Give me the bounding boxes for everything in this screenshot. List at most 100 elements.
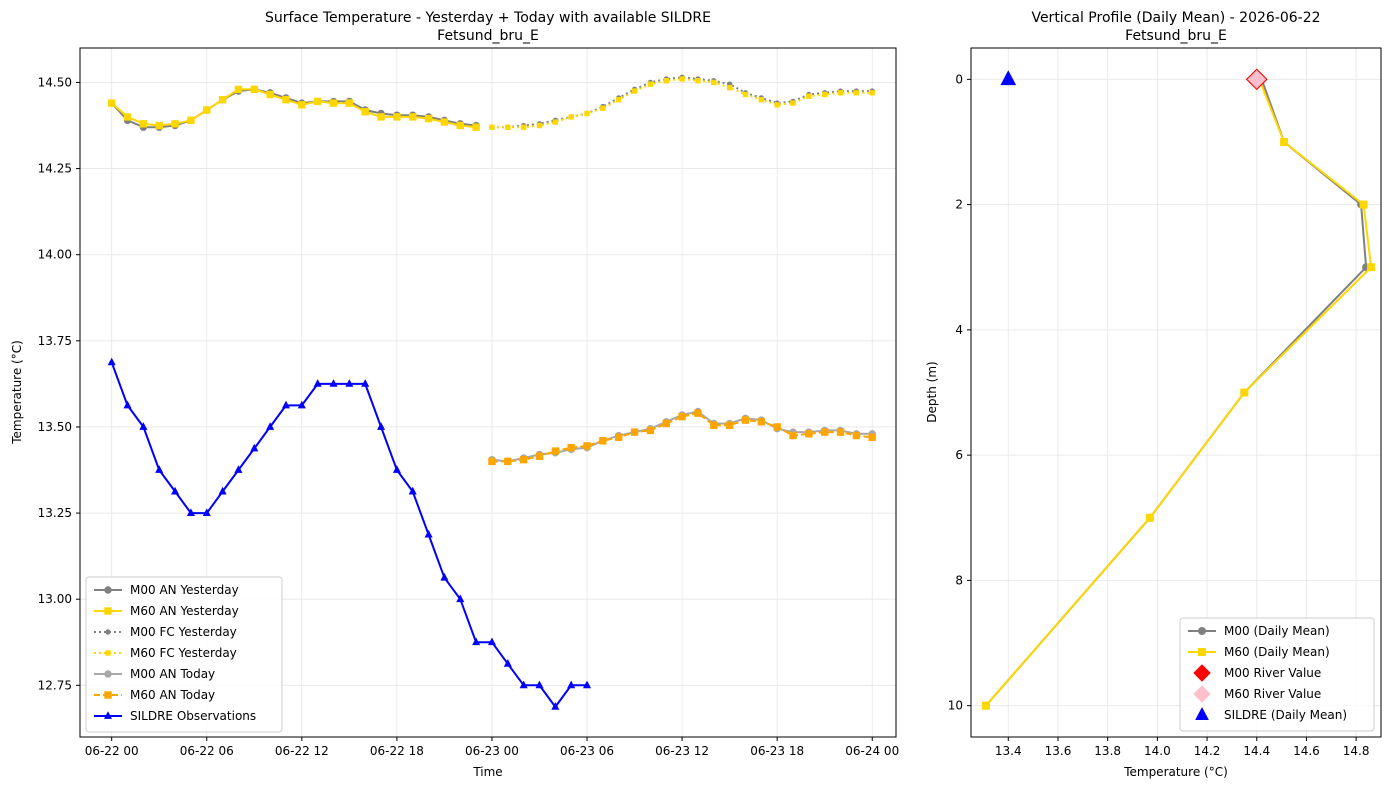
m60-fc-yesterday-series [489,76,875,130]
sildre-observations-point [313,379,322,387]
m00-an-yesterday-series [107,85,480,131]
m60-an-today-point [820,428,829,436]
sildre-daily-mean-series [1000,70,1017,86]
m60-fc-yesterday-point [631,88,638,94]
m60-an-yesterday-point [393,113,401,121]
right-y-tick-label: 0 [955,72,963,86]
m60-fc-yesterday-point [821,91,828,98]
right-chart-title: Vertical Profile (Daily Mean) - 2026-06-… [1031,10,1320,26]
m60-fc-yesterday-point [616,96,622,103]
m60-an-today-point [773,423,781,431]
sildre-observations-point [297,400,306,409]
m60-an-today-point [836,428,845,436]
sildre-observations-point [472,637,481,646]
left-y-tick-label: 13.00 [38,592,72,606]
m60-an-yesterday-point [250,85,258,94]
left-x-tick-label: 06-23 12 [655,744,709,758]
left-legend-swatch-marker [104,691,112,699]
sildre-observations-point [519,680,528,689]
sildre-observations-point [551,702,560,710]
m60-an-today-point [488,457,496,466]
m60-daily-mean-point [1145,513,1154,522]
right-y-tick-label: 10 [948,699,963,713]
right-legend-box [1179,617,1375,732]
left-legend-swatch-marker [104,670,112,678]
m60-an-yesterday-point [282,95,290,104]
m60-an-today-point [504,457,512,466]
sildre-observations-point [155,465,164,473]
right-legend-label: M60 (Daily Mean) [1224,645,1330,659]
right-chart-x-axis-label: Temperature (°C) [1123,765,1228,779]
left-x-tick-label: 06-23 00 [465,744,519,758]
m60-an-yesterday-point [107,99,116,107]
left-legend-label: M00 AN Today [130,667,215,681]
m60-fc-yesterday-point [489,124,495,130]
m60-an-today-point [519,455,528,464]
left-x-tick-label: 06-23 06 [560,744,614,758]
right-x-tick-label: 13.4 [995,744,1022,758]
right-legend-label: M00 (Daily Mean) [1224,624,1330,638]
left-y-tick-label: 13.25 [38,506,72,520]
left-x-tick-label: 06-23 18 [750,744,804,758]
right-chart-y-axis-label: Depth (m) [925,361,939,422]
m60-an-today-point [852,431,861,440]
left-legend-swatch-marker [105,629,111,635]
m60-fc-yesterday-point [695,78,701,84]
sildre-observations-series [107,357,592,710]
m60-daily-mean-point [1240,388,1249,397]
m60-an-yesterday-point [218,95,227,104]
sildre-observations-point [377,422,386,430]
m60-an-today-point [615,433,623,441]
left-y-tick-label: 13.50 [38,420,72,434]
m60-fc-yesterday-point [806,93,812,99]
m60-an-yesterday-point [155,121,163,130]
left-x-tick-label: 06-24 00 [845,744,899,758]
m60-an-today-point [757,418,766,426]
left-legend-swatch-marker [104,607,112,615]
m60-fc-yesterday-point [600,105,606,111]
left-legend-swatch-marker [105,650,111,656]
surface-temperature-chart: Surface Temperature - Yesterday + Today … [10,10,899,779]
m60-an-today-point [583,442,591,450]
sildre-observations-point [234,465,243,473]
sildre-observations-point [186,508,195,516]
right-chart-series [981,68,1376,710]
m60-an-yesterday-point [171,120,179,128]
right-x-tick-label: 14.0 [1144,744,1171,758]
left-chart-series [107,74,876,710]
m00-daily-mean-line [985,78,1368,707]
m60-an-today-point [662,419,670,428]
left-x-tick-label: 06-22 18 [370,744,424,758]
left-legend-label: M60 AN Yesterday [130,604,239,618]
right-legend-swatch-marker [1198,648,1206,656]
left-legend-label: M60 AN Today [130,688,215,702]
m60-an-yesterday-point [329,99,338,107]
right-legend-swatch-marker [1195,707,1209,720]
m60-an-yesterday-series [107,85,480,131]
m60-an-yesterday-point [409,113,417,121]
m60-an-yesterday-point [234,85,243,94]
m60-river-value-overlay-point [1246,68,1268,91]
left-legend-label: SILDRE Observations [130,709,256,723]
left-chart-y-ticks: 12.75 13.00 13.25 13.50 13.75 14.00 14.25 14.50 [38,75,80,692]
vertical-profile-chart: Vertical Profile (Daily Mean) - 2026-06-… [925,10,1382,779]
sildre-observations-point [392,465,401,473]
right-chart-x-ticks: 13.4 13.6 13.8 14.0 14.2 14.4 14.6 14.8 [995,737,1370,758]
m60-fc-yesterday-point [584,110,590,117]
left-x-tick-label: 06-22 12 [275,744,329,758]
left-legend-swatch-marker [103,711,113,719]
sildre-observations-point [456,594,465,603]
m60-an-yesterday-point [313,97,322,106]
left-chart-x-axis-label: Time [472,765,502,779]
left-chart-title: Surface Temperature - Yesterday + Today … [265,10,711,26]
left-y-tick-label: 14.50 [38,75,72,89]
right-legend-label: M00 River Value [1224,666,1321,680]
m60-an-today-point [535,452,544,460]
right-legend-label: SILDRE (Daily Mean) [1224,708,1347,722]
right-chart-subtitle: Fetsund_bru_E [1125,28,1227,44]
left-legend-label: M60 FC Yesterday [130,646,237,660]
sildre-observations-point [281,400,291,409]
m60-an-yesterday-point [266,90,274,99]
m60-daily-mean-line [985,78,1373,707]
m60-an-today-point [805,430,813,438]
